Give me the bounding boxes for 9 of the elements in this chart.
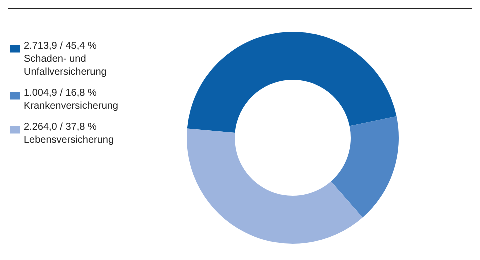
legend-label: Krankenversicherung	[24, 100, 120, 113]
legend-label: Lebensversicherung	[24, 134, 116, 147]
donut-slice	[187, 32, 397, 133]
data-label: 2.264,0 / 37,8 %	[24, 121, 98, 134]
donut-slice	[331, 116, 399, 218]
legend-label: Schaden- und Unfallversicherung	[24, 53, 108, 79]
data-label: 2.713,9 / 45,4 %	[24, 40, 98, 53]
data-label: 1.004,9 / 16,8 %	[24, 87, 98, 100]
donut-slice	[187, 128, 363, 244]
